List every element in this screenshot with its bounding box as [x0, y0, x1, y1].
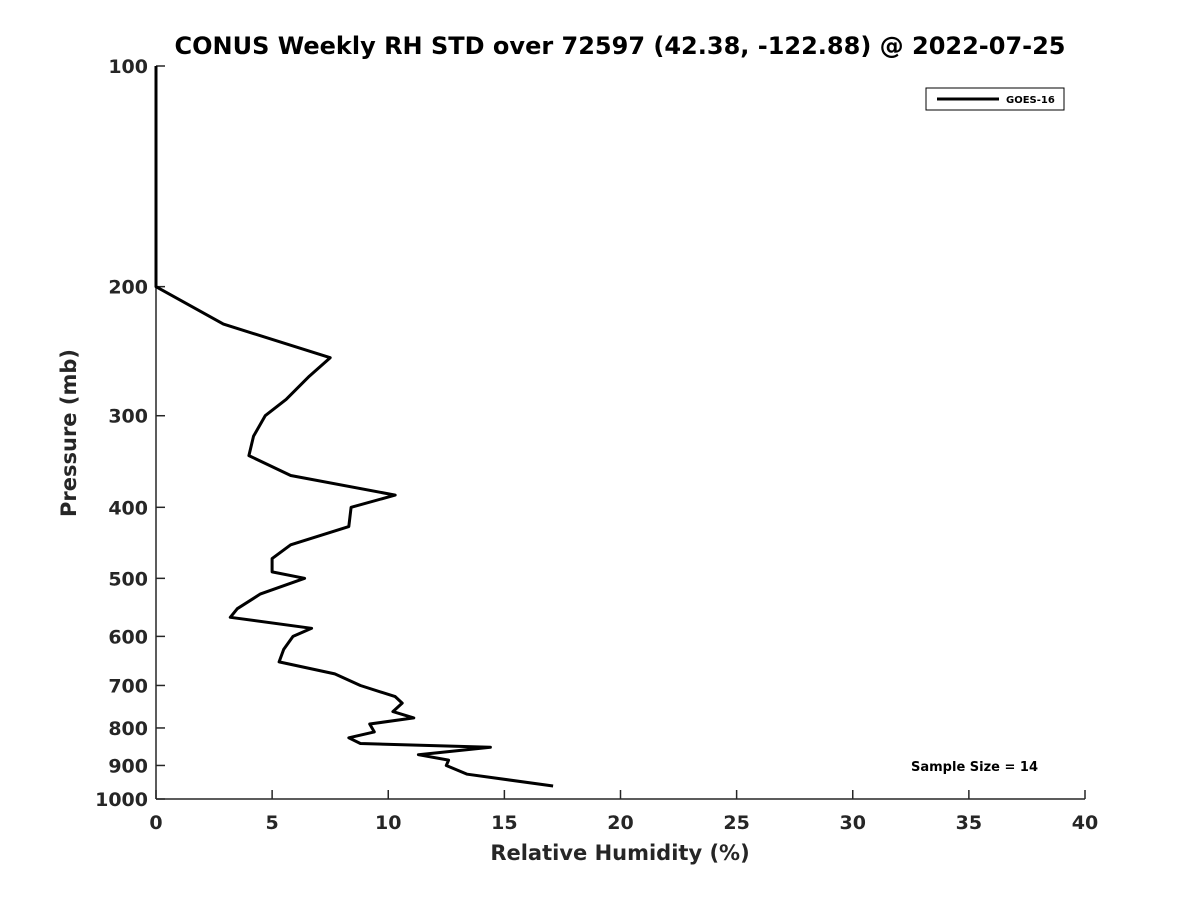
y-tick-label: 300	[108, 406, 148, 428]
legend: GOES-16	[925, 87, 1065, 111]
y-tick-label: 700	[108, 675, 148, 697]
x-tick-label: 5	[266, 812, 279, 834]
y-tick-label: 1000	[95, 789, 148, 811]
series-line-goes-16	[154, 66, 554, 788]
y-tick-label: 900	[108, 755, 148, 777]
y-tick-label: 800	[108, 718, 148, 740]
x-tick-label: 30	[840, 812, 866, 834]
x-axis-label: Relative Humidity (%)	[490, 841, 749, 865]
x-tick-label: 40	[1072, 812, 1098, 834]
x-tick-label: 35	[956, 812, 982, 834]
y-tick-label: 500	[108, 568, 148, 590]
x-axis-ticks: 0 5 10 15 20 25 30 35 40	[149, 790, 1098, 834]
y-tick-label: 600	[108, 626, 148, 648]
x-tick-label: 10	[375, 812, 401, 834]
x-tick-label: 25	[723, 812, 749, 834]
x-tick-label: 20	[607, 812, 633, 834]
y-tick-label: 100	[108, 56, 148, 78]
y-axis-label: Pressure (mb)	[57, 349, 81, 517]
y-tick-label: 200	[108, 277, 148, 299]
y-tick-label: 400	[108, 497, 148, 519]
sample-size-annotation: Sample Size = 14	[911, 760, 1038, 775]
axes	[155, 66, 1085, 800]
chart-title: CONUS Weekly RH STD over 72597 (42.38, -…	[174, 32, 1065, 60]
x-tick-label: 0	[149, 812, 162, 834]
x-tick-label: 15	[491, 812, 517, 834]
y-axis-ticks: 100 200 300 400 500 600 700 800 900 1000	[95, 56, 165, 811]
legend-entry-goes-16: GOES-16	[1006, 95, 1055, 106]
